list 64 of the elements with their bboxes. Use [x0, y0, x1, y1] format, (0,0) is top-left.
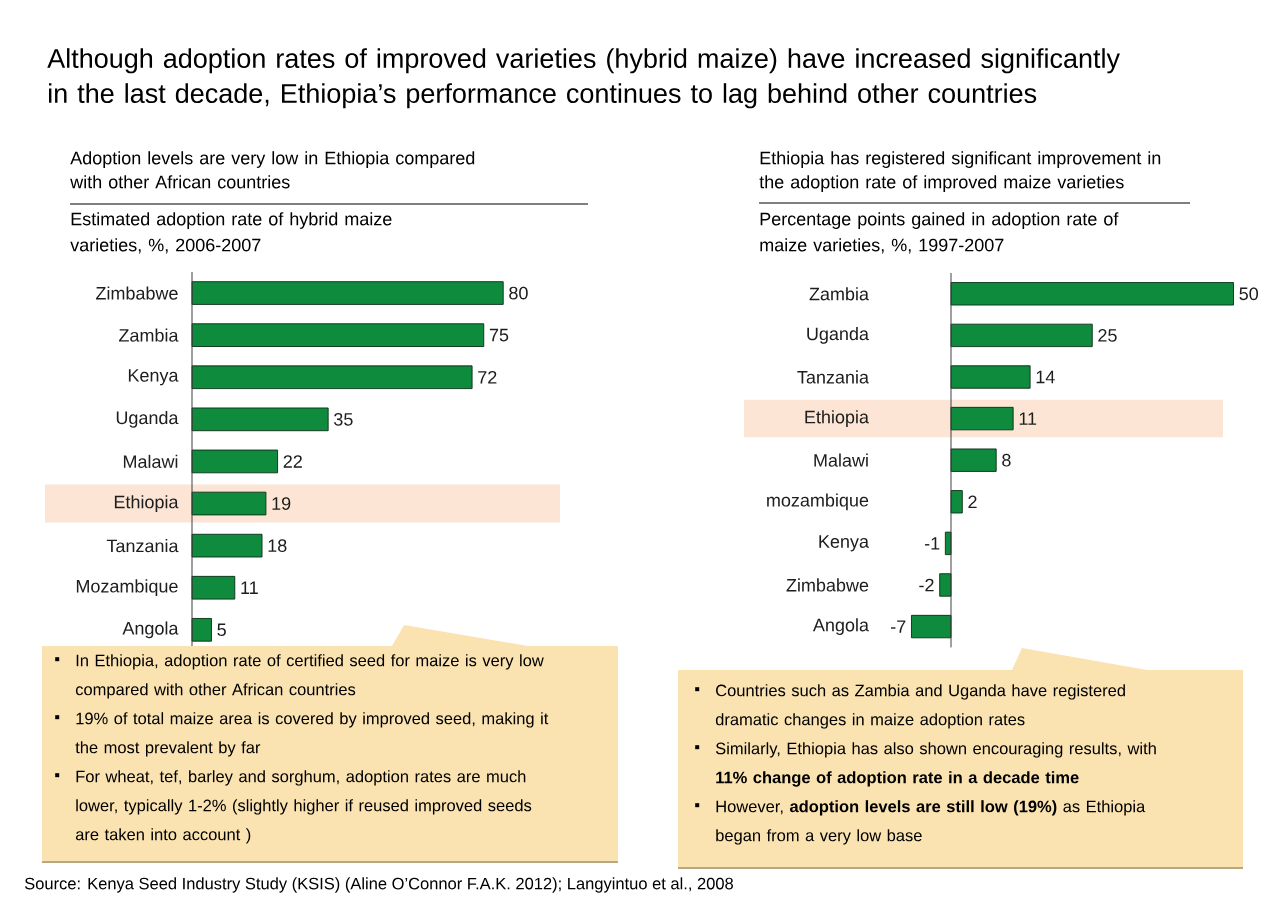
y-tick-label: Malawi	[123, 454, 178, 469]
data-label: 19	[272, 497, 291, 510]
text: However, adoption levels are still low (19%) as Ethiopia began from a very low base	[716, 800, 1146, 845]
bar	[950, 323, 1093, 348]
bar	[191, 575, 236, 600]
y-tick-label: Tanzania	[106, 539, 179, 553]
bar	[911, 614, 952, 639]
bar	[939, 573, 952, 597]
text: Countries such as Zambia and Uganda have registered dramatic changes in maize adoption rates	[715, 684, 1125, 729]
chart-subtitle: Percentage points gained in adoption rate of maize varieties, %, 1997-2007	[760, 212, 1119, 254]
y-tick-label: Kenya	[819, 535, 869, 552]
bar	[950, 406, 1014, 431]
bar	[191, 281, 504, 305]
chart-title: Adoption levels are very low in Ethiopia compared with other African countries	[70, 151, 475, 189]
bar	[950, 365, 1031, 389]
bar	[191, 407, 329, 432]
data-label: 50	[1239, 287, 1259, 301]
data-label: 5	[217, 623, 226, 637]
data-label: 25	[1098, 329, 1117, 342]
y-tick-label: Mozambique	[76, 579, 178, 597]
text: For wheat, tef, barley and sorghum, adoption rates are much lower, typically 1-2% (slightly higher if reused improved seeds are taken into account )	[75, 770, 532, 844]
data-label: 75	[489, 328, 509, 342]
y-tick-label: Ethiopia	[805, 410, 869, 427]
bar	[191, 618, 212, 642]
data-label: -7	[891, 620, 906, 633]
y-tick-label: Zambia	[119, 328, 179, 342]
y-tick-label: Malawi	[814, 453, 868, 467]
bar	[191, 323, 485, 347]
bar	[191, 449, 279, 474]
y-tick-label: Uganda	[116, 410, 179, 428]
text: 19% of total maize area is covered by improved seed, making it the most prevalent by far	[75, 712, 549, 757]
text: Although adoption rates of improved varieties (hybrid maize) have increased significantly in the last decade, Ethiopia’s performance continues to lag behind other countries	[47, 48, 1120, 109]
y-tick-label: Zimbabwe	[96, 286, 178, 300]
bar	[191, 365, 473, 390]
bar	[950, 490, 963, 514]
data-label: 2	[968, 495, 977, 509]
y-tick-label: mozambique	[767, 493, 869, 511]
y-tick-label: Kenya	[128, 369, 179, 386]
data-label: 22	[283, 455, 302, 468]
text: In Ethiopia, adoption rate of certified seed for maize is very low compared with other African countries	[75, 654, 544, 699]
bar	[191, 533, 263, 558]
chart-subtitle: Estimated adoption rate of hybrid maize varieties, %, 2006-2007	[70, 212, 392, 254]
bar	[950, 448, 997, 472]
y-tick-label: Uganda	[807, 327, 869, 344]
data-label: -2	[919, 578, 934, 592]
data-label: 80	[509, 286, 528, 300]
y-tick-label: Zambia	[809, 287, 869, 301]
y-tick-label: Zimbabwe	[786, 578, 869, 592]
data-label: -1	[924, 537, 940, 550]
data-label: 18	[268, 539, 287, 552]
data-label: 8	[1002, 453, 1011, 467]
y-tick-label: Tanzania	[797, 370, 869, 384]
source-note: Source: Kenya Seed Industry Study (KSIS) (Aline O’Connor F.A.K. 2012); Langyintuo et al., 2008	[24, 877, 733, 893]
bar	[950, 282, 1234, 306]
data-label: 72	[478, 370, 497, 384]
bar	[191, 491, 267, 516]
y-tick-label: Angola	[812, 618, 869, 635]
data-label: 11	[241, 581, 258, 594]
y-tick-label: Ethiopia	[114, 495, 179, 512]
data-label: 14	[1036, 370, 1055, 384]
y-tick-label: Angola	[122, 621, 179, 639]
data-label: 35	[334, 412, 353, 426]
chart-title: Ethiopia has registered significant improvement in the adoption rate of improved maize varieties	[759, 151, 1161, 192]
data-label: 11	[1019, 412, 1037, 425]
